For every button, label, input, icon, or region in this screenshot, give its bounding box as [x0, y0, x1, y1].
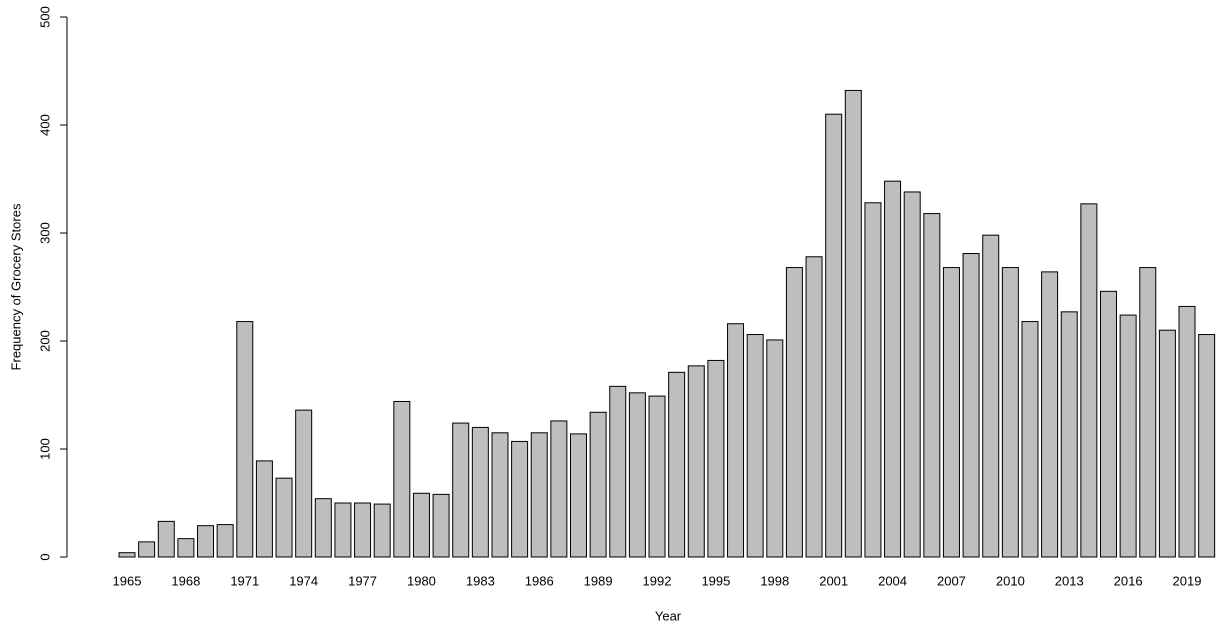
- bar: [746, 334, 764, 558]
- bar: [1001, 267, 1019, 558]
- bar: [354, 502, 372, 558]
- x-tick-label: 1983: [466, 573, 495, 588]
- bar: [648, 395, 666, 558]
- bar: [216, 524, 234, 558]
- bar: [687, 365, 705, 558]
- bar: [1021, 321, 1039, 558]
- bar: [1060, 311, 1078, 558]
- bar: [393, 400, 411, 558]
- bar: [609, 385, 627, 558]
- x-tick-label: 1998: [760, 573, 789, 588]
- bar: [825, 113, 843, 558]
- bar: [236, 321, 254, 558]
- bar: [138, 541, 156, 558]
- x-tick-label: 2007: [937, 573, 966, 588]
- bar: [1080, 203, 1098, 558]
- bar: [569, 433, 587, 558]
- x-tick-label: 1980: [407, 573, 436, 588]
- bar: [1100, 290, 1117, 558]
- x-tick-label: 2019: [1173, 573, 1202, 588]
- x-tick-label: 2016: [1114, 573, 1143, 588]
- bar: [157, 520, 175, 558]
- bar: [432, 493, 450, 558]
- bar: [727, 323, 745, 558]
- bar: [589, 411, 607, 558]
- bar: [1178, 305, 1196, 558]
- bar: [864, 202, 882, 558]
- bar: [334, 502, 352, 558]
- y-tick-label: 200: [37, 330, 52, 352]
- bar: [295, 409, 313, 558]
- x-tick-label: 1986: [525, 573, 554, 588]
- y-tick-label: 100: [37, 438, 52, 460]
- bar: [785, 267, 803, 558]
- y-tick-label: 300: [37, 222, 52, 244]
- bar: [707, 359, 725, 558]
- bar: [118, 552, 136, 558]
- y-tick-label: 0: [37, 553, 52, 560]
- bar: [805, 256, 823, 558]
- x-tick-label: 2013: [1055, 573, 1084, 588]
- bar: [923, 213, 941, 558]
- x-tick-label: 1977: [348, 573, 377, 588]
- bar: [982, 234, 1000, 558]
- bar: [550, 420, 568, 558]
- y-tick-label: 500: [37, 6, 52, 28]
- bar: [452, 422, 470, 558]
- bar: [668, 371, 686, 558]
- x-tick-label: 1971: [230, 573, 259, 588]
- x-tick-label: 1992: [643, 573, 672, 588]
- bar: [373, 503, 391, 558]
- x-tick-label: 1974: [289, 573, 318, 588]
- bar: [1158, 329, 1176, 558]
- bar: [1139, 267, 1157, 558]
- x-tick-label: 1995: [701, 573, 730, 588]
- x-tick-label: 1989: [584, 573, 613, 588]
- y-tick-label: 400: [37, 114, 52, 136]
- bar: [884, 180, 902, 558]
- bar: [197, 525, 215, 558]
- y-axis-label: Frequency of Grocery Stores: [8, 203, 23, 370]
- bar: [412, 492, 430, 558]
- bar: [1119, 314, 1137, 558]
- bar: [491, 432, 509, 558]
- bar: [275, 477, 293, 558]
- x-tick-label: 1965: [113, 573, 142, 588]
- bar: [766, 339, 784, 558]
- bar: [471, 426, 489, 558]
- bar: [511, 440, 529, 558]
- x-tick-label: 2010: [996, 573, 1025, 588]
- bar: [628, 392, 646, 558]
- bar: [177, 538, 195, 558]
- bar: [530, 432, 548, 558]
- x-tick-label: 2004: [878, 573, 907, 588]
- bar: [903, 191, 921, 558]
- bar: [1198, 334, 1216, 558]
- bar: [314, 498, 332, 558]
- bar: [844, 89, 862, 558]
- bar: [255, 460, 273, 558]
- x-axis-label: Year: [655, 608, 682, 623]
- bar: [1041, 271, 1059, 558]
- x-tick-label: 1968: [171, 573, 200, 588]
- bar: [962, 253, 980, 558]
- bar: [942, 267, 960, 558]
- x-tick-label: 2001: [819, 573, 848, 588]
